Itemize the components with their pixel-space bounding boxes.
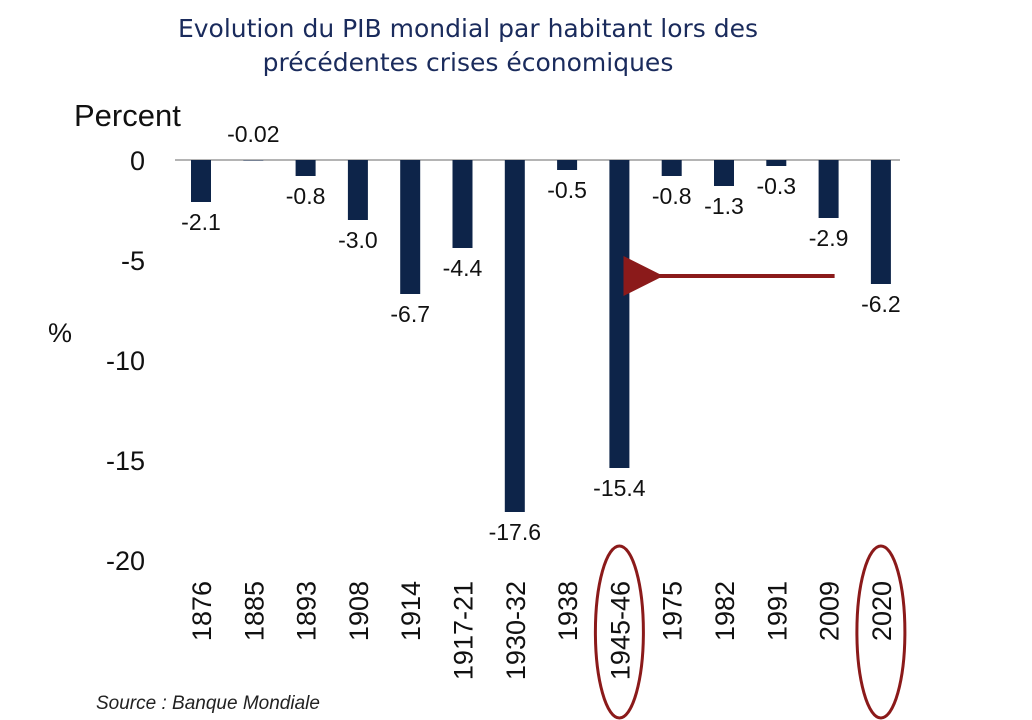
bar-1885 <box>243 160 264 161</box>
data-label: -3.0 <box>338 227 378 253</box>
data-label: -1.3 <box>704 193 744 219</box>
x-tick-label: 1982 <box>710 581 740 641</box>
y-tick-label: -5 <box>121 246 145 276</box>
bar-1914 <box>400 160 421 294</box>
chart-title-line-1: Evolution du PIB mondial par habitant lo… <box>177 14 759 43</box>
bar-1982 <box>714 160 734 186</box>
bar-1945-46 <box>609 160 630 468</box>
x-tick-label: 1938 <box>553 581 583 641</box>
bar-1908 <box>347 160 368 220</box>
data-label: -0.8 <box>652 183 692 209</box>
chart-title-line-2: précédentes crises économiques <box>262 48 674 77</box>
unit-label: Percent <box>74 98 181 133</box>
data-label: -0.02 <box>227 121 279 147</box>
data-label: -0.5 <box>547 177 587 203</box>
bar-1991 <box>766 160 787 166</box>
bar-1930-32 <box>504 160 525 512</box>
x-tick-label: 1908 <box>344 581 374 641</box>
x-tick-label: 1876 <box>187 581 217 641</box>
y-tick-label: 0 <box>130 146 145 176</box>
highlight-ellipse-2020 <box>855 544 907 720</box>
y-axis-label: % <box>48 318 73 348</box>
x-tick-label: 1917-21 <box>449 581 479 680</box>
bar-2020 <box>870 160 891 284</box>
chart-title: Evolution du PIB mondial par habitant lo… <box>0 12 936 80</box>
data-label: -2.1 <box>181 209 221 235</box>
x-tick-label: 2009 <box>815 581 845 641</box>
x-tick-label: 1930-32 <box>501 581 531 680</box>
x-tick-label: 1991 <box>762 581 792 641</box>
data-label: -0.8 <box>286 183 326 209</box>
x-tick-label: 1945-46 <box>605 581 635 680</box>
bar-2009 <box>818 160 839 218</box>
y-tick-label: -10 <box>106 346 145 376</box>
bar-1893 <box>295 160 316 176</box>
source-note: Source : Banque Mondiale <box>96 693 320 714</box>
highlight-ellipse-1945-46 <box>593 544 645 720</box>
data-label: -0.3 <box>756 173 796 199</box>
data-label: -17.6 <box>489 519 541 545</box>
x-tick-label: 2020 <box>867 581 897 641</box>
bar-1917-21 <box>452 160 473 248</box>
data-label: -15.4 <box>593 475 646 501</box>
data-label: -6.7 <box>390 301 430 327</box>
x-tick-label: 1893 <box>292 581 322 641</box>
x-tick-label: 1885 <box>239 581 269 641</box>
bar-1975 <box>661 160 682 176</box>
bar-1876 <box>191 160 211 202</box>
y-tick-label: -20 <box>106 546 145 576</box>
bar-1938 <box>557 160 578 170</box>
x-tick-label: 1914 <box>396 581 426 641</box>
x-tick-label: 1975 <box>658 581 688 641</box>
data-label: -6.2 <box>861 291 901 317</box>
y-tick-label: -15 <box>106 446 145 476</box>
data-label: -4.4 <box>443 255 483 281</box>
data-label: -2.9 <box>809 225 849 251</box>
